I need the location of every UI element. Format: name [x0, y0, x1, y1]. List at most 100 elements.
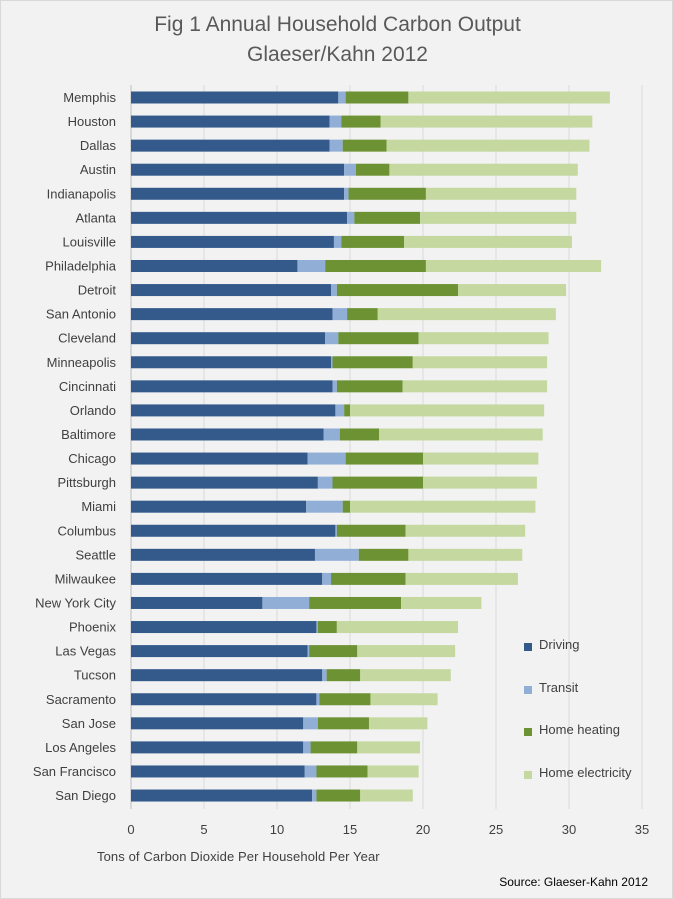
bar-segment-home-heating [317, 717, 369, 730]
bar-segment-transit [331, 284, 337, 297]
bar-segment-transit [329, 139, 343, 152]
bar-segment-driving [131, 789, 313, 802]
bar-segment-home-heating [325, 259, 426, 272]
category-label: Baltimore [61, 427, 116, 442]
bar-segment-driving [131, 428, 324, 441]
bar-segment-transit [316, 621, 318, 634]
bar-segment-transit [338, 91, 346, 104]
bar-segment-transit [332, 308, 348, 321]
bar-segment-home-heating [341, 235, 405, 248]
bar-segment-home-heating [319, 693, 371, 706]
bar-segment-home-electricity [370, 693, 438, 706]
legend-label-home-electricity: Home electricity [539, 764, 632, 780]
bar-segment-driving [131, 284, 332, 297]
category-label: Seattle [76, 547, 116, 562]
bar-segment-transit [314, 548, 359, 561]
bar-segment-transit [322, 572, 332, 585]
bar-segment-home-heating [347, 308, 378, 321]
category-label: Houston [68, 114, 116, 129]
bar-segment-home-electricity [389, 163, 578, 176]
bar-segment-transit [262, 596, 310, 609]
bar-segment-home-heating [345, 452, 423, 465]
bar-segment-home-heating [332, 476, 423, 489]
bar-segment-home-heating [317, 621, 337, 634]
bar-segment-driving [131, 548, 315, 561]
bar-segment-transit [347, 211, 355, 224]
bar-segment-driving [131, 596, 263, 609]
x-tick-label: 25 [489, 822, 503, 837]
source-note: Source: Glaeser-Kahn 2012 [499, 875, 648, 889]
bar-segment-home-heating [345, 91, 409, 104]
bar-segment-driving [131, 187, 345, 200]
bar-segment-transit [304, 765, 317, 778]
chart-title-line1: Fig 1 Annual Household Carbon Output [154, 13, 521, 36]
bar-segment-home-heating [310, 741, 358, 754]
bar-segment-home-heating [332, 356, 413, 369]
bar-segment-home-electricity [405, 572, 518, 585]
bar-segment-home-heating [338, 332, 419, 345]
x-tick-label: 35 [635, 822, 649, 837]
bar-segment-driving [131, 356, 332, 369]
bar-segment-driving [131, 404, 336, 417]
bar-segment-driving [131, 741, 304, 754]
bar-segment-driving [131, 380, 333, 393]
bar-segment-transit [322, 669, 327, 682]
bar-segment-driving [131, 717, 304, 730]
bar-segment-home-heating [309, 645, 358, 658]
bar-segment-home-electricity [367, 765, 419, 778]
bar-segment-transit [332, 380, 337, 393]
bar-segment-transit [306, 500, 343, 513]
bar-segment-home-heating [348, 187, 426, 200]
bar-segment-transit [307, 645, 310, 658]
bar-segment-transit [325, 332, 339, 345]
x-tick-label: 15 [343, 822, 357, 837]
bar-segment-transit [335, 524, 337, 537]
bar-segment-home-electricity [405, 524, 526, 537]
bar-segment-home-heating [355, 163, 390, 176]
bar-segment-driving [131, 621, 317, 634]
bar-segment-home-electricity [408, 91, 610, 104]
bar-segment-driving [131, 765, 305, 778]
bar-segment-home-heating [354, 211, 421, 224]
bar-segment-driving [131, 91, 339, 104]
bar-segment-transit [344, 187, 349, 200]
category-label: Cleveland [58, 331, 116, 346]
bar-segment-driving [131, 308, 333, 321]
bar-segment-home-heating [331, 572, 406, 585]
bar-segment-home-heating [336, 524, 406, 537]
bar-segment-driving [131, 476, 318, 489]
bar-segment-home-electricity [350, 404, 545, 417]
bar-segment-home-electricity [368, 717, 428, 730]
category-label: San Jose [62, 716, 116, 731]
bar-segment-transit [323, 428, 340, 441]
bar-segment-home-electricity [360, 669, 451, 682]
bar-segment-home-heating [342, 500, 350, 513]
legend-label-home-heating: Home heating [539, 722, 620, 737]
category-label: San Antonio [46, 307, 116, 322]
bar-segment-home-heating [344, 404, 350, 417]
category-label: Minneapolis [47, 355, 117, 370]
bar-segment-home-electricity [357, 645, 456, 658]
bar-segment-home-electricity [458, 284, 567, 297]
category-label: Los Angeles [45, 740, 116, 755]
category-label: Memphis [63, 90, 116, 105]
bar-segment-home-heating [336, 380, 403, 393]
bar-segment-home-electricity [380, 115, 593, 128]
x-tick-label: 30 [562, 822, 576, 837]
category-label: San Diego [55, 788, 116, 803]
bar-segment-home-electricity [357, 741, 421, 754]
bar-segment-home-electricity [420, 211, 577, 224]
category-label: Philadelphia [45, 258, 117, 273]
legend-swatch-home-heating [524, 728, 532, 736]
bar-segment-home-heating [316, 765, 368, 778]
legend-label-driving: Driving [539, 637, 580, 652]
bar-segment-home-heating [358, 548, 409, 561]
category-label: New York City [35, 595, 116, 610]
bar-segment-home-electricity [377, 308, 556, 321]
bar-segment-home-heating [339, 428, 380, 441]
x-axis-title: Tons of Carbon Dioxide Per Household Per… [97, 849, 380, 864]
bar-segment-home-electricity [408, 548, 523, 561]
bar-segment-transit [297, 259, 326, 272]
x-tick-label: 10 [270, 822, 284, 837]
bar-segment-driving [131, 211, 348, 224]
